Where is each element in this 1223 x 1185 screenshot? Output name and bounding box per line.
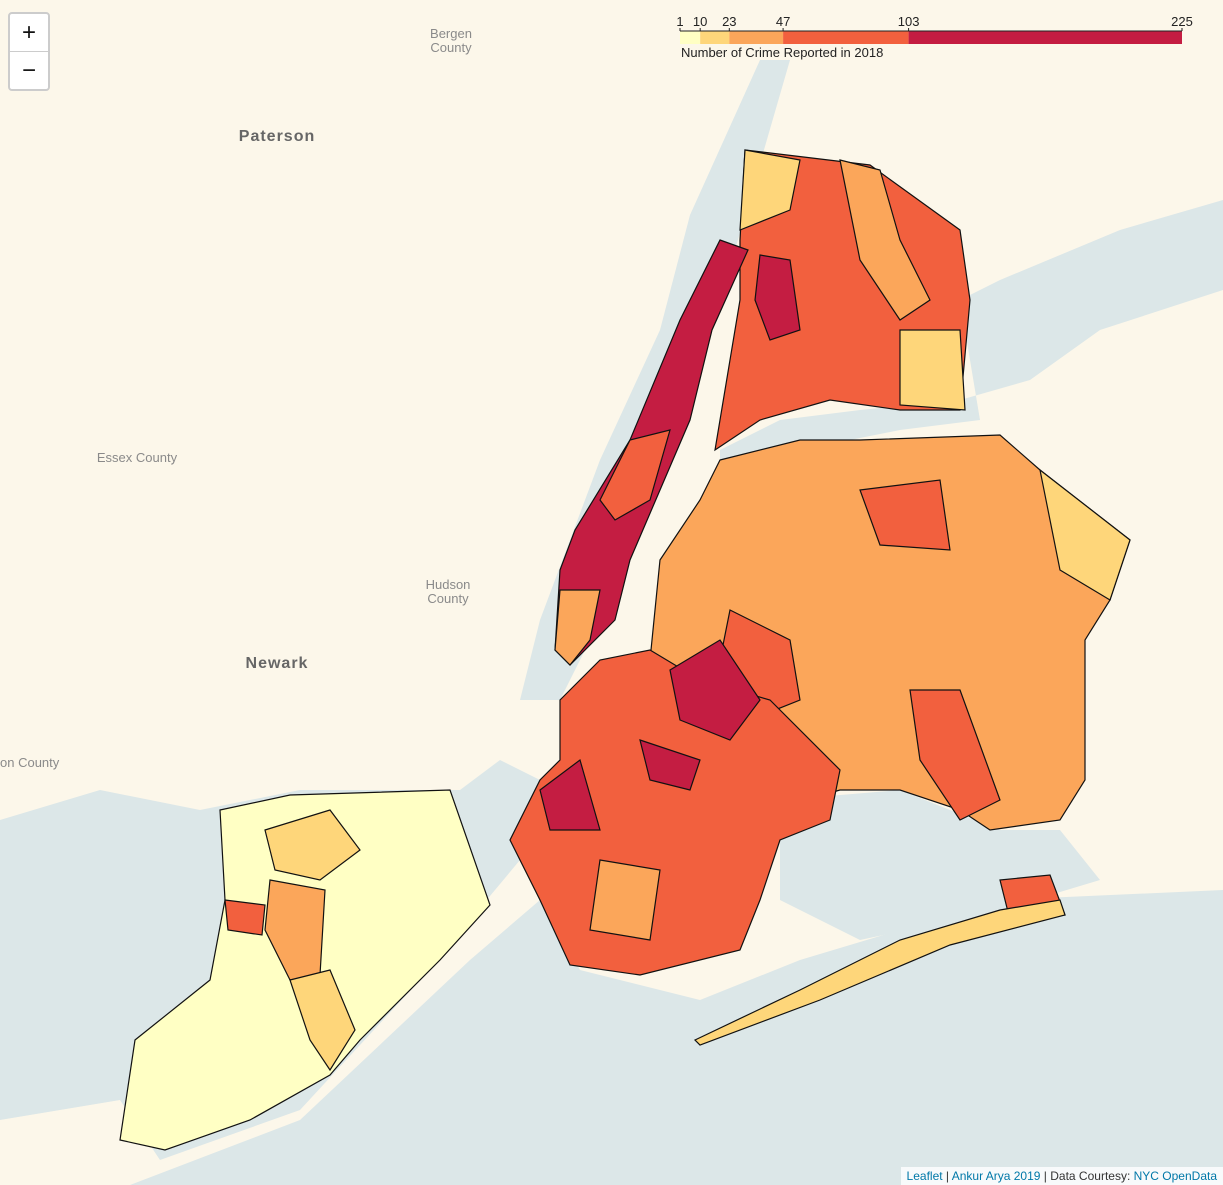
place-label: Hudson [426,577,471,592]
legend-swatch [700,31,730,44]
legend-tick-label: 103 [898,14,920,29]
legend-title: Number of Crime Reported in 2018 [681,45,883,60]
legend-tick-label: 1 [676,14,683,29]
neighborhood [264,809,361,881]
neighborhood [224,899,266,936]
neighborhood [539,758,601,831]
legend-swatch [783,31,909,44]
zoom-control: + − [8,12,50,91]
neighborhood [289,969,356,1072]
attribution-text: | Data Courtesy: [1043,1169,1131,1183]
place-label: Newark [246,655,309,672]
neighborhood [754,254,801,341]
attribution: Leaflet | Ankur Arya 2019 | Data Courtes… [900,1167,1223,1185]
zoom-out[interactable]: − [10,51,48,89]
attribution-link[interactable]: Ankur Arya 2019 [951,1169,1041,1183]
place-label: Bergen [430,26,472,41]
place-label: Essex County [97,450,178,465]
neighborhood [599,429,671,521]
neighborhood [589,859,661,941]
legend-swatch [680,31,701,44]
neighborhood [909,689,1001,821]
legend: Number of Crime Reported in 2018 1 10 23 47… [676,14,1192,60]
zoom-in[interactable]: + [21,19,36,46]
neighborhood [669,639,761,741]
neighborhood [1039,468,1131,601]
neighborhood [899,329,966,411]
place-label: Paterson [239,128,315,145]
place-label: on County [0,755,60,770]
attribution-separator: | [945,1169,950,1183]
legend-swatch [729,31,784,44]
place-labels: Bergen County Paterson Essex County Huds… [0,26,472,770]
legend-tick-label: 47 [776,14,790,29]
attribution-link[interactable]: Leaflet [906,1169,943,1183]
legend-swatch [908,31,1182,44]
neighborhood [839,159,931,321]
place-label: County [430,40,472,55]
legend-tick-label: 23 [722,14,736,29]
neighborhood [859,479,951,551]
legend-tick-label: 225 [1171,14,1193,29]
legend-tick-label: 10 [693,14,707,29]
rockaway [693,899,1066,1046]
attribution-link[interactable]: NYC OpenData [1133,1169,1217,1183]
neighborhoods [119,149,1131,1151]
neighborhood [739,149,801,231]
place-label: County [427,591,469,606]
neighborhood [554,589,601,666]
neighborhood [639,739,701,791]
